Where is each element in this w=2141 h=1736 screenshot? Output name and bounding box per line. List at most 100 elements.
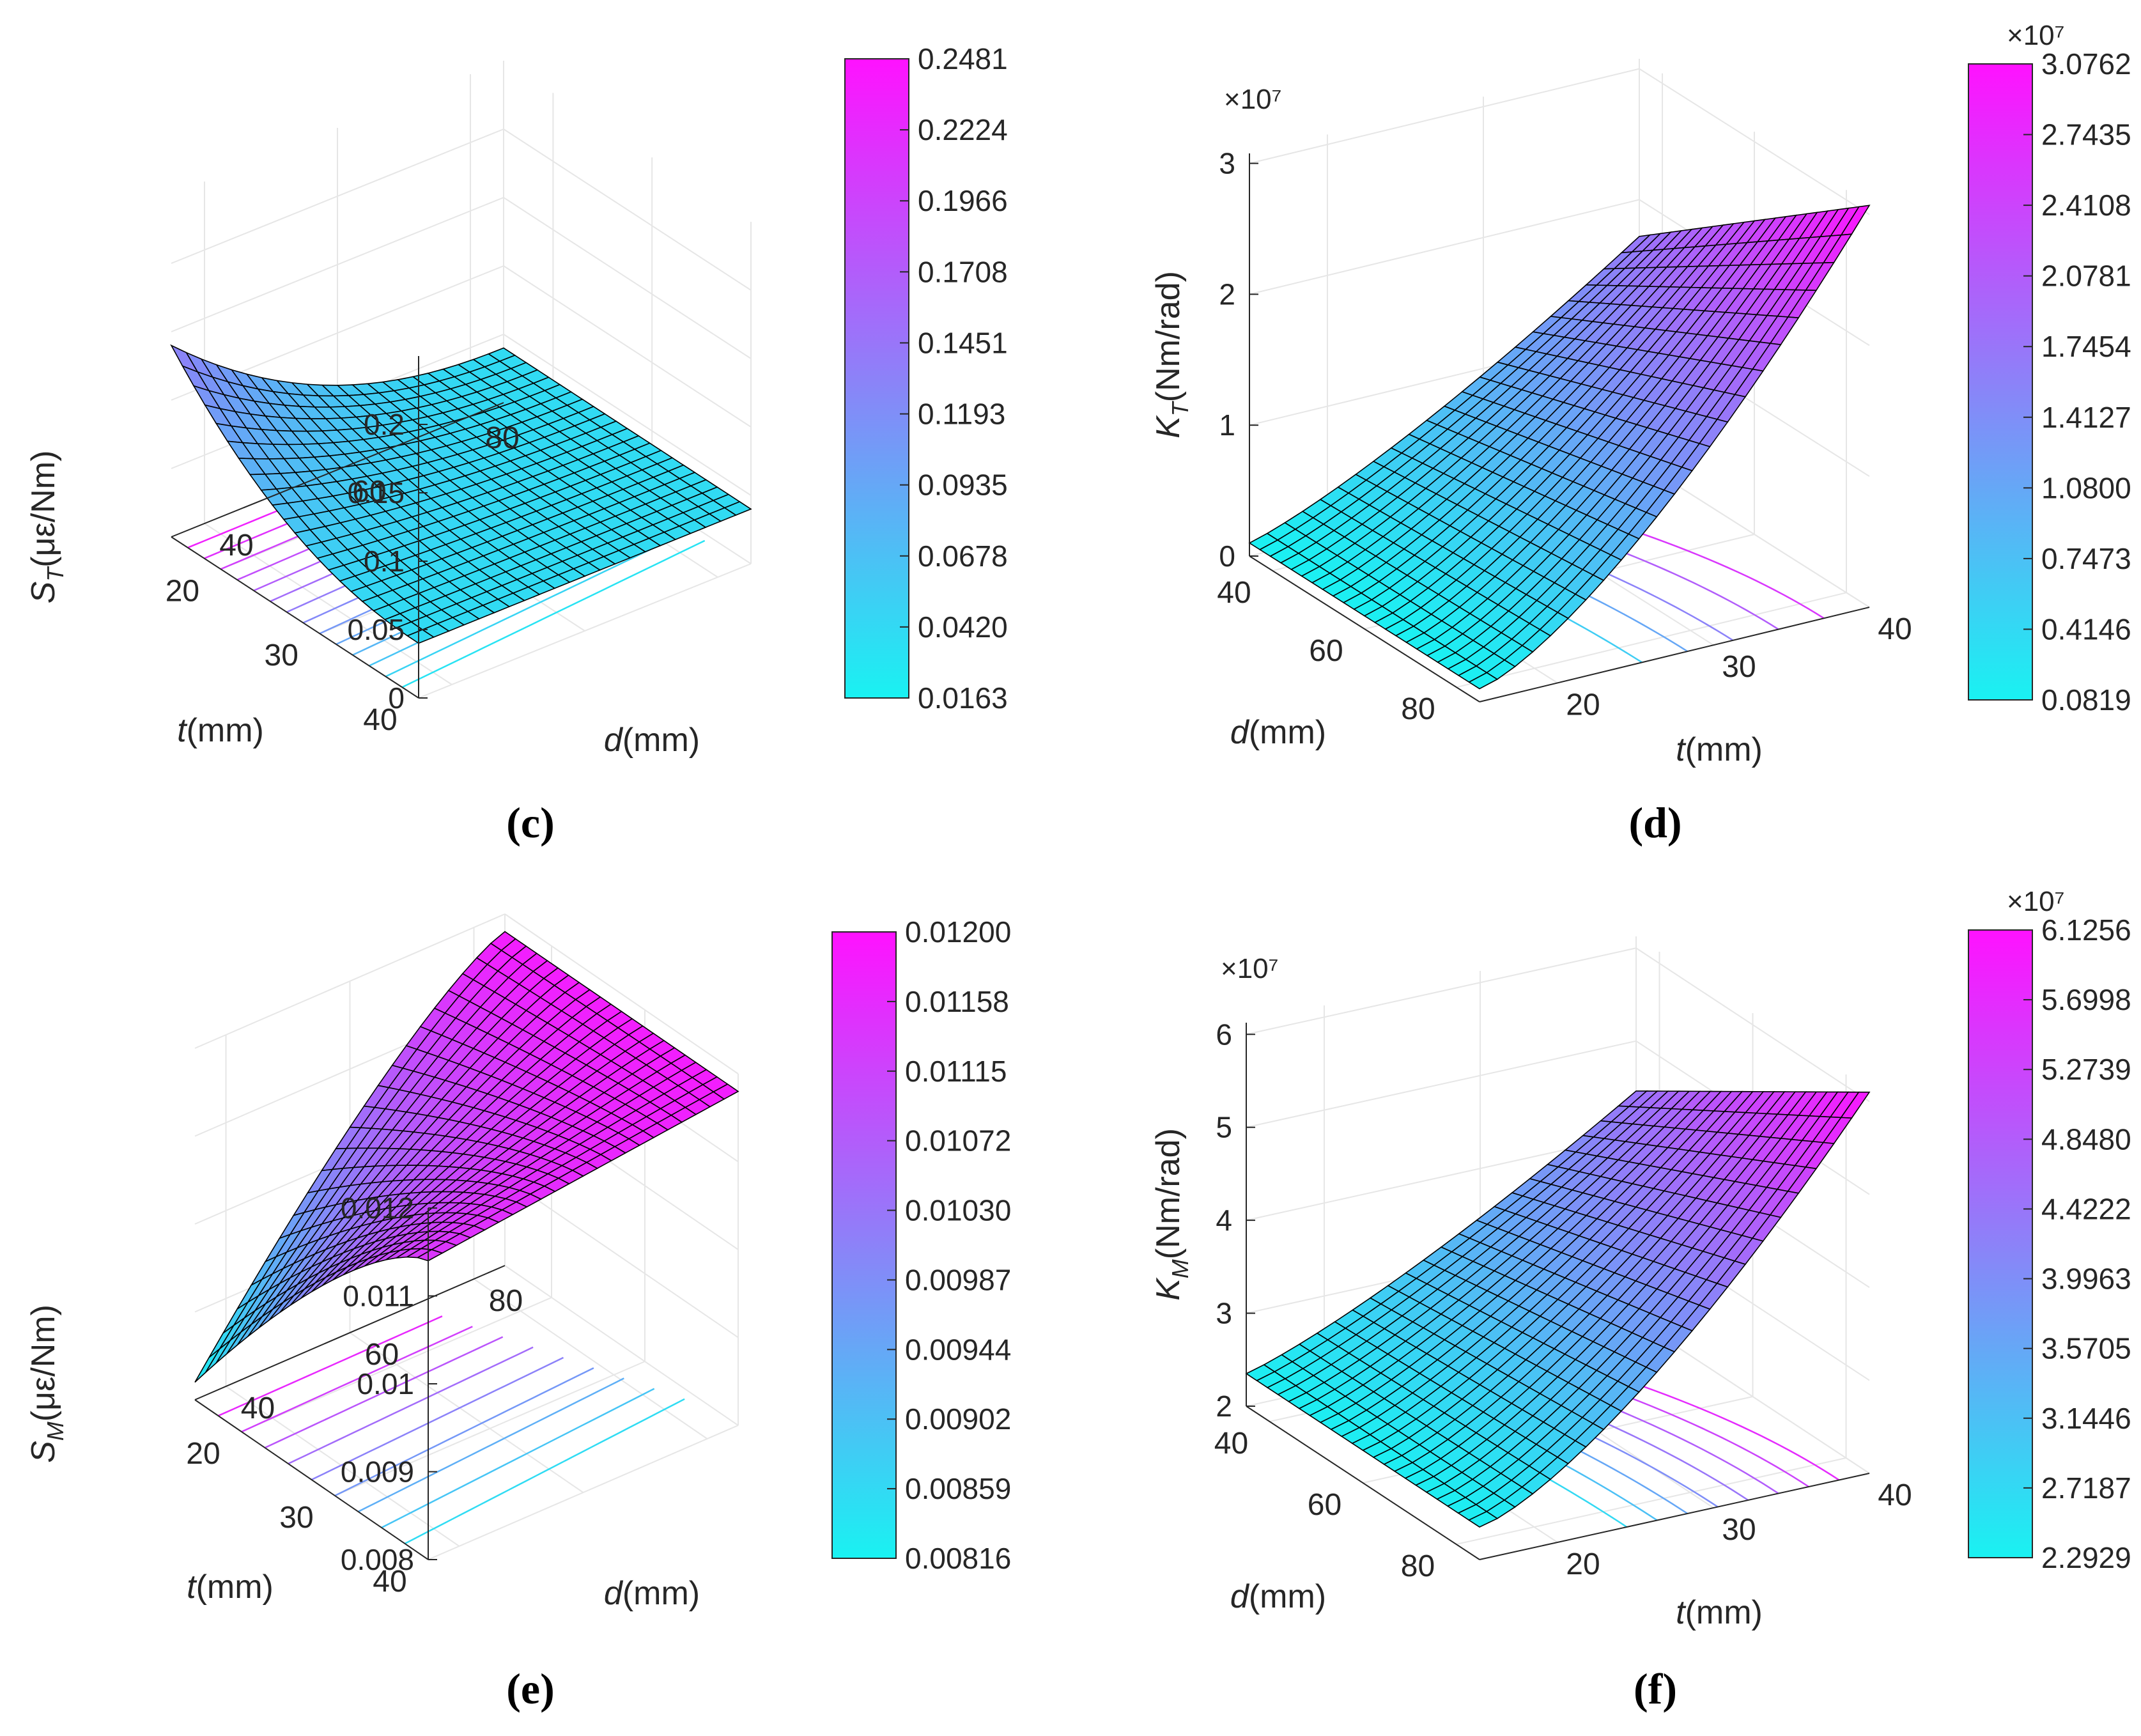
colorbar-tick-label: 0.01072 xyxy=(905,1124,1011,1158)
wall-grid-line xyxy=(1246,947,1637,1035)
t-axis-label: t(mm) xyxy=(187,1569,274,1606)
d-axis-unit: (mm) xyxy=(1249,714,1326,751)
colorbar-tick-label: 0.00859 xyxy=(905,1472,1011,1505)
colorbar-bar xyxy=(831,931,897,1559)
z-tick-label: 3 xyxy=(1216,1297,1232,1330)
colorbar-exponent-label: ×10⁷ xyxy=(2007,20,2065,51)
colorbar-bar xyxy=(1968,929,2033,1558)
panel-label: (f) xyxy=(1634,1664,1677,1713)
d-tick-label: 40 xyxy=(219,529,253,562)
z-tick-label: 3 xyxy=(1219,147,1235,180)
colorbar-tick-label: 4.4222 xyxy=(2041,1192,2131,1225)
t-axis-line xyxy=(194,1399,429,1560)
z-axis-var: S xyxy=(25,581,62,603)
z-axis-label: KT(Nm/rad) xyxy=(1150,271,1193,438)
colorbar-tick-label: 0.2224 xyxy=(918,113,1008,146)
z-tick-label: 0.01 xyxy=(357,1367,414,1400)
colorbar-tick-label: 0.00944 xyxy=(905,1333,1011,1366)
z-tick-label: 6 xyxy=(1216,1018,1232,1051)
t-axis-var: t xyxy=(177,712,188,749)
colorbar-tick-label: 0.0819 xyxy=(2041,683,2131,717)
z-axis-var: S xyxy=(25,1441,62,1463)
wall-grid-line xyxy=(503,265,752,428)
colorbar-tick-label: 0.01030 xyxy=(905,1194,1011,1227)
t-axis-line xyxy=(1479,1473,1870,1560)
z-axis-subscript: M xyxy=(1167,1259,1193,1278)
contour-line xyxy=(311,1356,564,1481)
d-axis-var: d xyxy=(604,722,624,759)
z-axis-var: K xyxy=(1150,415,1187,438)
t-axis-label: t(mm) xyxy=(1676,1594,1763,1631)
colorbar-tick-label: 3.1446 xyxy=(2041,1402,2131,1435)
d-tick-label: 40 xyxy=(1214,1427,1248,1461)
z-tick-label: 0 xyxy=(1219,539,1235,573)
floor-grid-line xyxy=(349,1332,584,1493)
colorbar-tick-label: 0.0420 xyxy=(918,610,1008,644)
colorbar-tick-label: 0.7473 xyxy=(2041,542,2131,575)
d-tick-label: 40 xyxy=(241,1391,275,1425)
z-tick-label: 2 xyxy=(1216,1390,1232,1423)
contour-line xyxy=(241,1326,473,1433)
contour-line xyxy=(288,1346,534,1465)
colorbar-tick-label: 3.9963 xyxy=(2041,1262,2131,1296)
wall-grid-line xyxy=(503,128,752,291)
t-axis-var: t xyxy=(1676,1594,1687,1631)
floor-grid-line xyxy=(473,1278,708,1439)
t-tick-label: 20 xyxy=(186,1437,220,1471)
contour-line xyxy=(381,1388,655,1529)
wall-grid-line xyxy=(171,128,504,264)
t-tick-label: 40 xyxy=(1878,612,1912,646)
d-tick-label: 40 xyxy=(1217,576,1251,610)
wall-grid-line xyxy=(1246,1040,1637,1128)
colorbar-tick-label: 3.0762 xyxy=(2041,47,2131,81)
t-axis-var: t xyxy=(187,1569,197,1606)
t-tick-label: 40 xyxy=(1878,1478,1912,1512)
panel-e: 0.0080.0090.010.0110.012203040406080t(mm… xyxy=(25,913,1011,1713)
surface-patch xyxy=(416,1249,444,1262)
contours xyxy=(217,1315,685,1545)
t-axis-line xyxy=(171,536,419,699)
d-tick-label: 80 xyxy=(1401,692,1435,726)
surface-patch xyxy=(406,629,435,644)
d-axis-line xyxy=(194,1265,506,1400)
floor-grid-line xyxy=(334,1361,645,1496)
surface xyxy=(1245,1090,1871,1528)
d-axis-label: d(mm) xyxy=(1230,714,1326,751)
z-tick-label: 0.1 xyxy=(364,545,405,578)
t-axis-unit: (mm) xyxy=(1685,731,1763,768)
t-axis-line xyxy=(1479,607,1870,702)
z-axis-unit: (με/Nm) xyxy=(25,451,62,568)
contour-line xyxy=(357,1377,624,1513)
panel-label: (d) xyxy=(1628,798,1681,847)
colorbar-tick-label: 0.01200 xyxy=(905,915,1011,949)
colorbar-tick-label: 0.1966 xyxy=(918,184,1008,217)
z-tick-label: 0.012 xyxy=(341,1191,414,1225)
floor-grid-line xyxy=(1456,1457,1846,1545)
t-tick-label: 40 xyxy=(363,703,397,737)
z-axis-subscript: T xyxy=(42,566,68,582)
z-axis-unit: (με/Nm) xyxy=(25,1305,62,1422)
z-tick-label: 0.009 xyxy=(341,1455,414,1489)
axes: 23456×10⁷203040406080t(mm)d(mm)KM(Nm/rad… xyxy=(1150,953,1912,1631)
wall-grid-line xyxy=(1249,68,1640,164)
t-tick-label: 30 xyxy=(265,639,298,672)
d-axis-label: d(mm) xyxy=(604,1575,700,1612)
t-tick-label: 30 xyxy=(1722,650,1756,684)
d-tick-label: 80 xyxy=(485,421,519,455)
wall-grid-line xyxy=(504,1265,739,1426)
floor-grid-line xyxy=(225,1386,460,1547)
colorbar-tick-label: 5.2739 xyxy=(2041,1053,2131,1086)
z-tick-label: 0.008 xyxy=(341,1543,414,1576)
colorbar-tick-label: 0.00987 xyxy=(905,1263,1011,1296)
colorbar: 6.1256 5.6998 5.2739 4.8480 4.4222 3.9963 3.57… xyxy=(1968,886,2131,1574)
t-axis-label: t(mm) xyxy=(177,712,264,749)
colorbar-tick-label: 2.7435 xyxy=(2041,118,2131,151)
t-tick-label: 40 xyxy=(373,1565,406,1599)
t-axis-unit: (mm) xyxy=(196,1569,274,1606)
panel-d: 0123×10⁷203040406080t(mm)d(mm)KT(Nm/rad)… xyxy=(1150,20,2131,847)
wall-grid-line xyxy=(504,913,739,1074)
d-axis-var: d xyxy=(1230,714,1250,751)
t-axis-label: t(mm) xyxy=(1676,731,1763,768)
d-axis-label: d(mm) xyxy=(1230,1578,1326,1615)
